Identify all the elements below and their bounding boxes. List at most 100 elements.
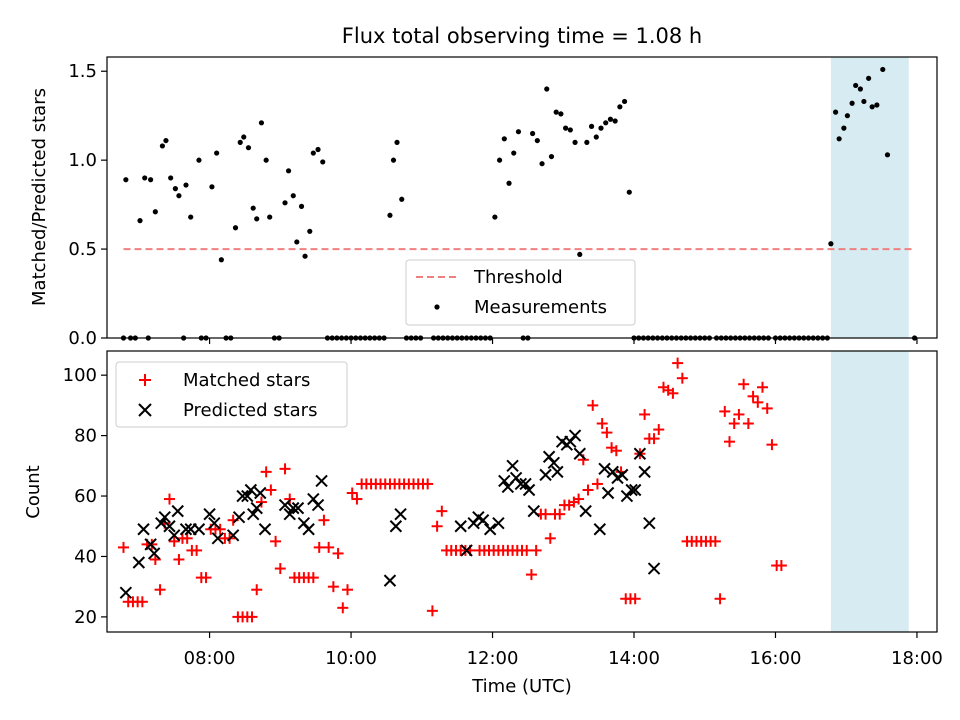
predicted-star-point	[625, 483, 638, 497]
predicted-star-point	[633, 447, 647, 460]
measurement-point	[390, 157, 397, 163]
measurement-point	[258, 120, 265, 126]
measurement-point	[588, 123, 595, 129]
measurement-point	[209, 184, 215, 190]
measurement-point	[399, 196, 405, 202]
measurement-point	[294, 239, 300, 245]
measurement-point	[282, 200, 288, 206]
measurement-point	[245, 145, 252, 151]
y-tick-label: 80	[74, 426, 97, 447]
measurement-point	[123, 177, 129, 183]
predicted-star-point	[579, 504, 592, 518]
measurement-point	[496, 157, 503, 163]
predicted-star-point	[232, 510, 246, 524]
predicted-star-point	[638, 465, 651, 479]
predicted-star-point	[483, 523, 497, 536]
matched-star-point	[742, 418, 754, 430]
measurement-point	[511, 150, 517, 156]
matched-star-point	[313, 541, 325, 553]
matched-star-point	[530, 544, 542, 556]
x-axis-label: Time (UTC)	[471, 676, 572, 697]
predicted-star-point	[250, 501, 263, 515]
ratio-legend-box	[405, 259, 636, 326]
x-tick-label: 10:00	[325, 648, 377, 669]
predicted-star-point	[179, 523, 193, 536]
predicted-star-point	[291, 501, 305, 515]
matched-star-point	[676, 372, 688, 384]
measurement-point	[598, 125, 604, 131]
measurement-point	[621, 98, 628, 105]
matched-star-point	[775, 560, 787, 572]
matched-star-point	[714, 593, 726, 605]
measurement-point	[553, 109, 559, 115]
y-tick-label: 0.0	[68, 328, 97, 349]
measurement-point	[548, 153, 555, 160]
measurement-point	[320, 159, 326, 165]
matched-star-point	[270, 535, 282, 547]
ratio-highlight-span	[830, 57, 909, 338]
measurement-point	[237, 139, 243, 145]
predicted-star-point	[616, 468, 629, 482]
matched-star-point	[168, 535, 180, 547]
measurement-point	[544, 86, 550, 92]
y-tick-label: 60	[74, 486, 97, 507]
matched-star-point	[436, 505, 448, 517]
y-tick-label: 1.5	[68, 61, 97, 82]
matched-star-point	[596, 418, 608, 430]
measurement-point	[626, 189, 632, 195]
matched-star-point	[525, 569, 537, 581]
matched-star-point	[573, 493, 585, 505]
measurement-point	[572, 139, 578, 145]
matched-star-point	[648, 433, 660, 445]
predicted-star-point	[498, 474, 511, 488]
matched-star-point	[728, 418, 740, 430]
measurement-point	[844, 113, 850, 119]
matched-star-point	[323, 541, 335, 553]
x-tick-label: 14:00	[608, 648, 660, 669]
matched-star-point	[733, 408, 745, 420]
measurement-point	[836, 136, 842, 142]
measurement-point	[310, 150, 316, 156]
predicted-star-point	[155, 517, 168, 530]
predicted-star-point	[119, 586, 133, 599]
predicted-star-point	[192, 523, 206, 536]
matched-star-point	[587, 399, 599, 411]
predicted-star-point	[241, 489, 254, 503]
count-highlight-span	[830, 351, 909, 632]
measurement-point	[387, 212, 393, 218]
measurement-point	[884, 152, 891, 158]
ratio-panel-frame	[106, 56, 938, 339]
matched-star-point	[582, 484, 594, 496]
predicted-star-point	[132, 556, 146, 569]
measurement-point	[267, 214, 273, 220]
count-legend: Matched stars Predicted stars	[115, 361, 348, 428]
predicted-star-point	[492, 517, 505, 530]
measurement-point	[584, 139, 590, 145]
measurement-point	[232, 225, 239, 231]
predicted-star-point	[519, 477, 532, 491]
predicted-star-point	[167, 529, 181, 542]
predicted-star-point	[568, 429, 582, 442]
predicted-star-point	[236, 489, 249, 503]
measurement-point	[163, 137, 169, 144]
predicted-star-point	[283, 507, 296, 521]
ratio-y-axis-label: Matched/Predicted stars	[29, 88, 50, 306]
predicted-star-point	[628, 483, 642, 497]
x-tick-label: 18:00	[891, 648, 943, 669]
measurement-point	[183, 182, 189, 188]
x-tick-label: 16:00	[750, 648, 802, 669]
predicted-star-point	[389, 520, 403, 533]
measurement-point	[172, 186, 178, 192]
count-y-axis-label: Count	[23, 465, 44, 518]
measurement-point	[290, 193, 296, 199]
legend-matched-label: Matched stars	[183, 370, 310, 391]
predicted-star-point	[647, 562, 661, 575]
matched-star-point	[337, 602, 349, 614]
matched-star-point	[200, 572, 212, 584]
predicted-star-point	[460, 544, 473, 557]
measurement-point	[142, 175, 148, 181]
y-tick-label: 1.0	[68, 150, 97, 171]
matched-star-point	[163, 493, 175, 505]
measurement-point	[880, 66, 886, 73]
predicted-star-point	[522, 483, 536, 497]
